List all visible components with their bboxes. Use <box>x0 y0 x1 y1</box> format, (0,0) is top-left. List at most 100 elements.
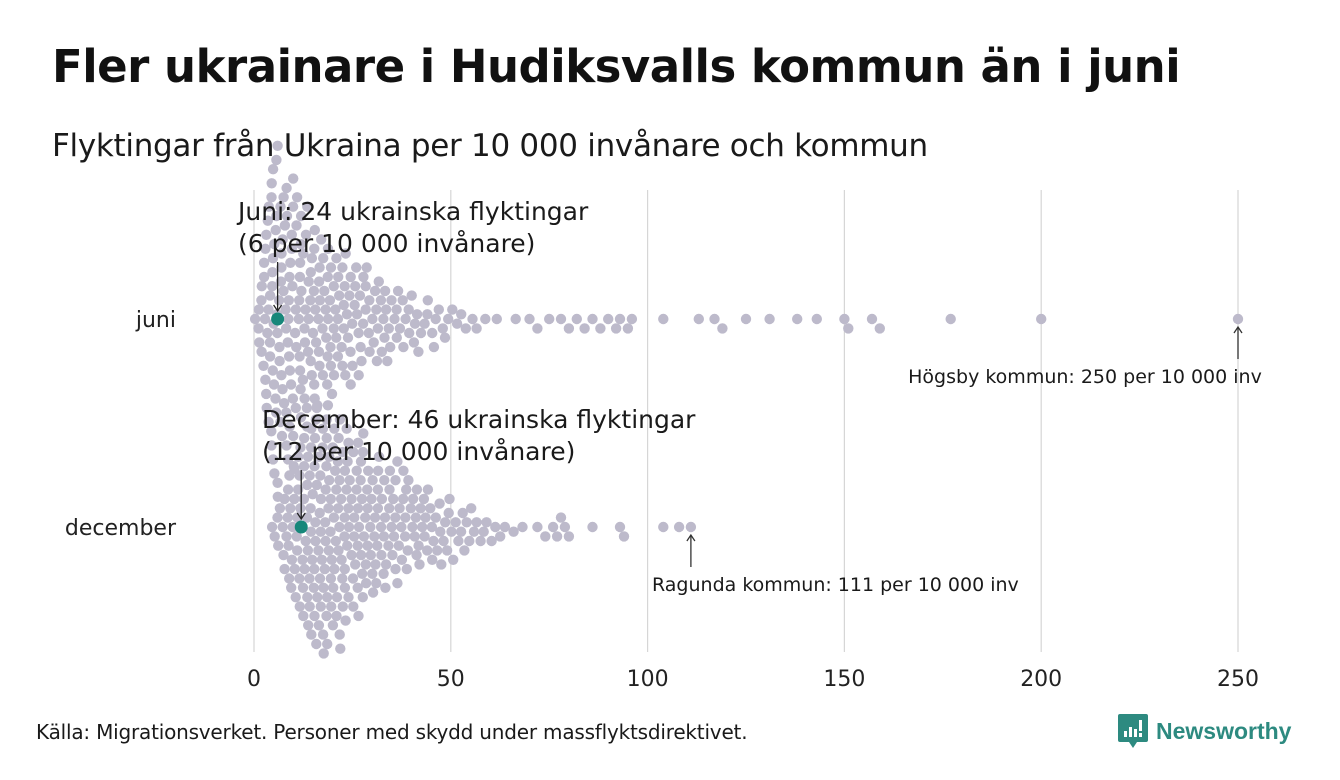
municipality-dot[interactable] <box>685 521 697 533</box>
municipality-dot[interactable] <box>302 545 314 556</box>
municipality-dot[interactable] <box>360 304 371 315</box>
municipality-dot[interactable] <box>322 351 333 362</box>
municipality-dot[interactable] <box>372 484 384 495</box>
municipality-dot[interactable] <box>306 370 317 381</box>
municipality-dot[interactable] <box>341 484 352 495</box>
municipality-dot[interactable] <box>380 559 392 570</box>
municipality-dot[interactable] <box>302 479 313 491</box>
municipality-dot[interactable] <box>325 493 336 505</box>
municipality-dot[interactable] <box>343 503 354 514</box>
municipality-dot[interactable] <box>322 379 333 390</box>
municipality-dot[interactable] <box>283 351 295 362</box>
municipality-dot[interactable] <box>371 304 382 315</box>
municipality-dot[interactable] <box>294 351 305 362</box>
municipality-dot[interactable] <box>288 461 299 472</box>
municipality-dot[interactable] <box>258 271 270 283</box>
municipality-dot[interactable] <box>267 164 279 175</box>
municipality-dot[interactable] <box>455 526 467 537</box>
municipality-dot[interactable] <box>342 540 353 551</box>
municipality-dot[interactable] <box>339 281 350 292</box>
municipality-dot[interactable] <box>658 313 669 325</box>
municipality-dot[interactable] <box>355 549 367 561</box>
municipality-dot[interactable] <box>325 360 337 371</box>
municipality-dot[interactable] <box>450 517 461 528</box>
municipality-dot[interactable] <box>361 262 372 273</box>
municipality-dot[interactable] <box>614 313 626 325</box>
municipality-dot[interactable] <box>843 323 854 334</box>
municipality-dot[interactable] <box>295 442 306 453</box>
municipality-dot[interactable] <box>357 446 369 458</box>
municipality-dot[interactable] <box>441 545 453 556</box>
municipality-dot[interactable] <box>430 313 441 325</box>
municipality-dot[interactable] <box>338 299 349 311</box>
municipality-dot[interactable] <box>288 430 299 442</box>
municipality-dot[interactable] <box>436 559 447 570</box>
municipality-dot[interactable] <box>317 423 329 434</box>
municipality-dot[interactable] <box>332 456 344 467</box>
municipality-dot[interactable] <box>389 313 400 325</box>
municipality-dot[interactable] <box>303 620 314 631</box>
municipality-dot[interactable] <box>394 323 406 334</box>
municipality-dot[interactable] <box>305 503 316 514</box>
municipality-dot[interactable] <box>398 465 409 476</box>
municipality-dot[interactable] <box>409 531 420 542</box>
municipality-dot[interactable] <box>414 559 425 570</box>
municipality-dot[interactable] <box>448 554 459 565</box>
municipality-dot[interactable] <box>405 503 416 514</box>
municipality-dot[interactable] <box>352 540 363 551</box>
municipality-dot[interactable] <box>278 549 289 561</box>
municipality-dot[interactable] <box>559 521 571 533</box>
municipality-dot[interactable] <box>281 440 292 451</box>
municipality-dot[interactable] <box>315 470 326 481</box>
municipality-dot[interactable] <box>367 587 379 598</box>
municipality-dot[interactable] <box>403 475 414 486</box>
municipality-dot[interactable] <box>383 540 394 551</box>
municipality-dot[interactable] <box>321 610 332 622</box>
municipality-dot[interactable] <box>435 526 446 537</box>
municipality-dot[interactable] <box>353 521 365 533</box>
municipality-dot[interactable] <box>411 309 423 320</box>
municipality-dot[interactable] <box>340 370 351 381</box>
municipality-dot[interactable] <box>300 229 312 240</box>
municipality-dot[interactable] <box>295 238 306 250</box>
municipality-dot[interactable] <box>330 304 341 315</box>
municipality-dot[interactable] <box>379 285 391 297</box>
municipality-dot[interactable] <box>362 503 373 514</box>
municipality-dot[interactable] <box>306 629 317 640</box>
municipality-dot[interactable] <box>413 540 424 551</box>
municipality-dot[interactable] <box>279 220 291 231</box>
municipality-dot[interactable] <box>392 578 403 589</box>
municipality-dot[interactable] <box>595 323 606 334</box>
municipality-dot[interactable] <box>336 341 347 353</box>
municipality-dot[interactable] <box>490 521 501 533</box>
municipality-dot[interactable] <box>422 309 433 320</box>
municipality-dot[interactable] <box>350 559 361 570</box>
municipality-dot[interactable] <box>347 318 358 329</box>
municipality-dot[interactable] <box>346 549 357 561</box>
municipality-dot[interactable] <box>1036 313 1047 325</box>
municipality-dot[interactable] <box>278 285 289 297</box>
municipality-dot[interactable] <box>270 224 281 236</box>
municipality-dot[interactable] <box>587 521 598 533</box>
municipality-dot[interactable] <box>272 327 283 339</box>
municipality-dot[interactable] <box>289 563 300 575</box>
municipality-dot[interactable] <box>331 332 342 343</box>
municipality-dot[interactable] <box>305 355 316 367</box>
municipality-dot[interactable] <box>284 421 295 432</box>
municipality-dot[interactable] <box>375 521 387 533</box>
municipality-dot[interactable] <box>491 313 502 325</box>
municipality-dot[interactable] <box>282 484 294 495</box>
municipality-dot[interactable] <box>326 388 338 400</box>
municipality-dot[interactable] <box>347 360 358 371</box>
municipality-dot[interactable] <box>351 484 362 495</box>
highlight-dot-hudiksvall[interactable] <box>271 312 285 326</box>
municipality-dot[interactable] <box>263 304 274 315</box>
municipality-dot[interactable] <box>258 360 269 371</box>
municipality-dot[interactable] <box>284 573 295 584</box>
municipality-dot[interactable] <box>322 243 334 254</box>
municipality-dot[interactable] <box>348 531 360 542</box>
municipality-dot[interactable] <box>318 253 329 264</box>
municipality-dot[interactable] <box>310 535 321 547</box>
municipality-dot[interactable] <box>317 629 329 640</box>
municipality-dot[interactable] <box>311 479 322 491</box>
